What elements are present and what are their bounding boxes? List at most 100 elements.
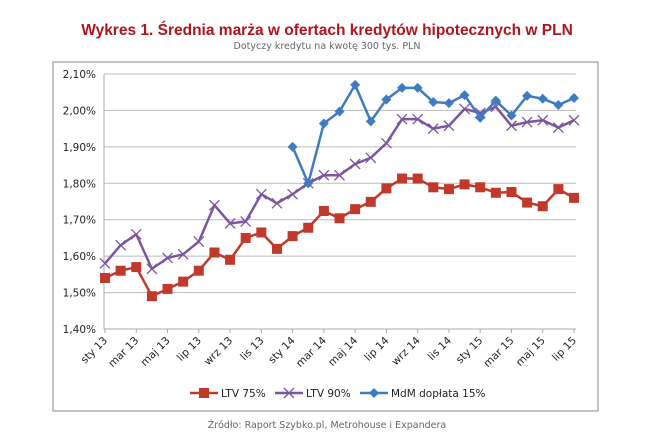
data-point [490,187,501,198]
data-point [334,169,345,181]
data-point [443,98,454,109]
data-point [397,173,408,184]
y-tick-label: 1,70% [63,215,96,227]
series-line [104,105,575,271]
data-point [287,231,298,242]
data-point [240,216,252,227]
x-tick-label: maj 14 [326,334,360,368]
legend-label: MdM dopłata 15% [391,388,486,400]
legend-marker [283,387,295,399]
x-tick-label: wrz 13 [202,335,235,368]
x-tick-label: lip 15 [550,335,579,364]
data-point [193,236,205,248]
data-point [569,192,579,203]
data-point [412,113,424,125]
data-point [522,197,533,208]
data-point [381,183,392,194]
data-point [459,179,470,190]
data-point [443,184,454,195]
data-point [569,93,579,104]
data-point [350,79,361,90]
data-point [334,213,345,224]
series-ltv-75- [100,173,579,302]
y-tick-label: 1,50% [63,288,96,300]
data-point [552,122,564,134]
data-point [162,283,173,294]
series-ltv-90- [99,101,580,275]
data-point [162,252,173,264]
data-point [412,82,423,93]
y-tick-label: 2,00% [63,105,96,117]
data-point [303,178,314,189]
legend-label: LTV 75% [221,388,266,400]
data-point [443,120,455,132]
data-point [115,265,126,276]
x-tick-label: mar 15 [481,335,516,370]
data-point [303,222,314,233]
data-point [521,116,533,128]
chart-subtitle: Dotyczy kredytu na kwotę 300 tys. PLN [234,41,421,52]
data-point [100,273,110,283]
x-tick-label: mar 13 [106,335,141,370]
series-line [104,177,575,298]
data-point [568,114,580,126]
data-point [115,239,127,251]
data-point [506,110,517,121]
data-point [475,182,486,193]
data-point [380,137,392,149]
legend-marker [369,388,379,398]
data-point [208,199,220,211]
data-point [318,205,329,216]
data-point [255,188,267,200]
data-point [318,169,330,181]
data-point [553,184,564,195]
data-point [412,173,423,184]
data-point [99,257,111,269]
legend-marker [199,388,209,398]
data-point [365,116,376,127]
data-point [334,106,345,117]
data-point [131,262,142,273]
data-point [177,248,189,260]
x-tick-label: mar 14 [294,334,329,369]
data-point [287,141,298,152]
chart-frame [52,61,599,412]
data-point [146,291,157,302]
data-point [318,118,329,129]
data-point [349,158,361,170]
data-point [130,228,142,240]
x-tick-label: lip 13 [175,335,204,364]
data-point [287,188,299,200]
data-point [396,113,408,125]
y-tick-label: 1,60% [63,251,96,263]
data-point [178,276,189,287]
data-point [193,265,204,276]
data-point [490,95,501,106]
series-mdm-dop-ata-15- [287,79,579,189]
data-point [271,197,283,209]
data-point [240,232,251,243]
data-point [350,204,361,215]
x-tick-label: maj 13 [139,335,173,369]
data-point [365,196,376,207]
data-point [256,227,267,238]
x-tick-label: lip 14 [362,334,391,363]
data-point [365,152,377,164]
data-point [271,243,282,254]
data-point [537,93,548,104]
data-point [427,123,439,135]
data-point [475,112,486,123]
data-point [225,254,236,265]
x-tick-label: wrz 14 [389,334,423,368]
y-tick-label: 1,80% [63,178,96,190]
data-point [224,217,236,229]
data-point [537,201,548,212]
data-point [506,120,517,132]
data-point [428,182,439,193]
data-point [522,90,533,101]
data-point [459,103,471,115]
data-point [506,187,517,198]
data-point [381,94,392,105]
chart-title: Wykres 1. Średnia marża w ofertach kredy… [81,21,573,39]
